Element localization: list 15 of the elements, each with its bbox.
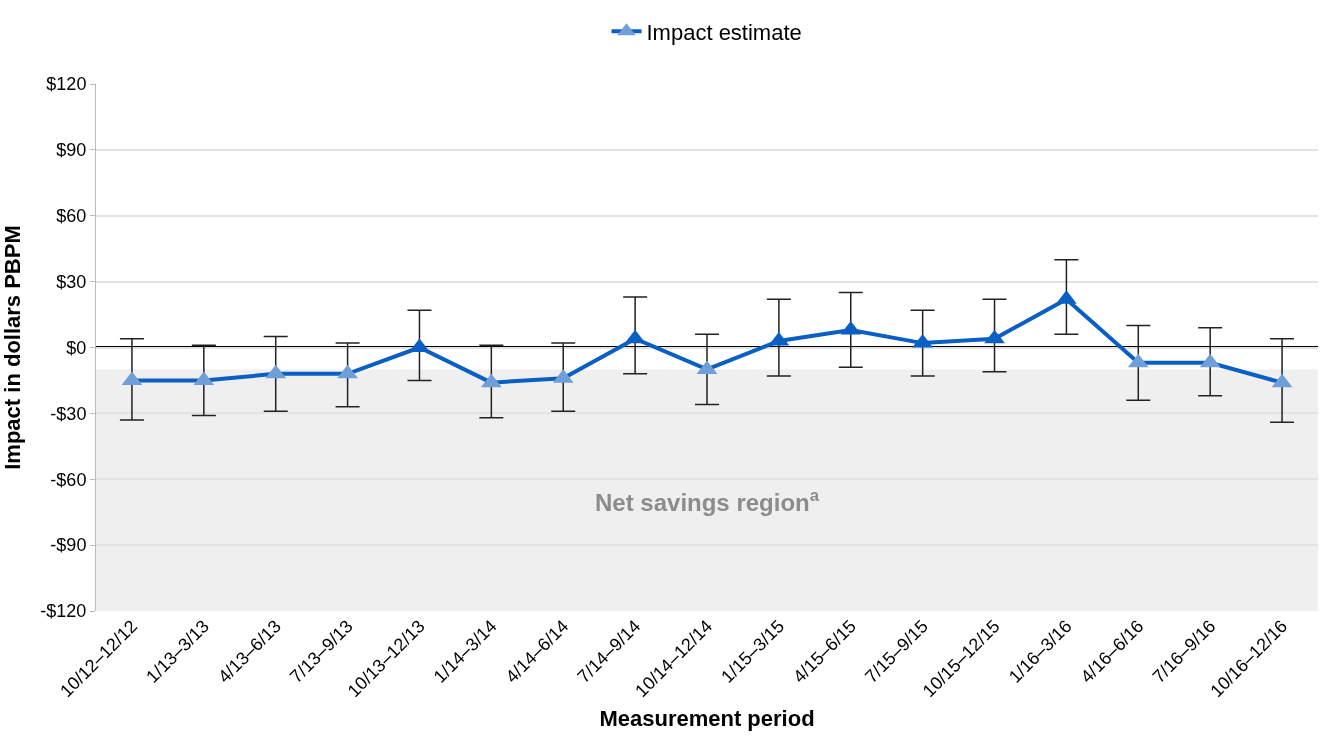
point xyxy=(984,329,1005,344)
y-tick-label: $90 xyxy=(56,140,87,161)
legend-label: Impact estimate xyxy=(646,19,802,45)
y-tick-label: -$120 xyxy=(40,601,87,622)
y-tick-label: $0 xyxy=(66,337,87,358)
y-axis-title: Impact in dollars PBPM xyxy=(0,225,25,470)
x-axis-title: Measurement period xyxy=(599,705,815,731)
y-tick-label: $60 xyxy=(56,206,87,227)
y-tick-label: -$90 xyxy=(50,535,87,556)
y-tick-label: -$60 xyxy=(50,469,87,490)
point xyxy=(337,364,358,379)
band-label: Net savings region$^{a}$ xyxy=(595,486,820,517)
y-tick-label: $30 xyxy=(56,271,87,292)
y-tick-label: $120 xyxy=(46,74,87,95)
y-tick-label: -$30 xyxy=(50,403,87,424)
